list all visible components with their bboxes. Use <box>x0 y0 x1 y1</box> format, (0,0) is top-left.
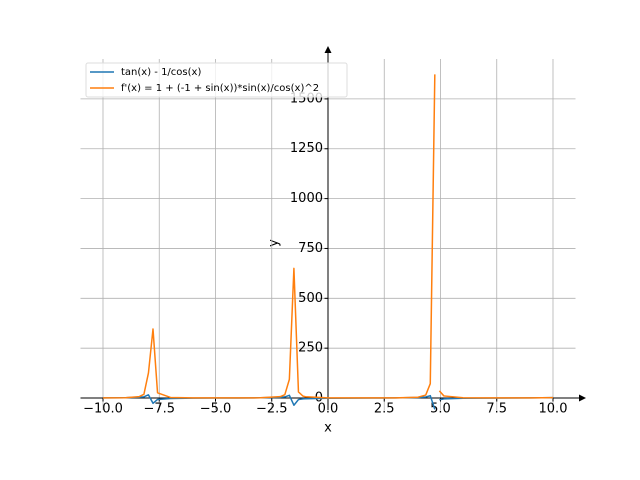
x-tick-label: −7.5 <box>143 402 175 417</box>
x-tick-label: −2.5 <box>256 402 288 417</box>
x-tick-label: 0.0 <box>318 402 339 417</box>
legend-label: tan(x) - 1/cos(x) <box>121 67 201 78</box>
x-axis-arrow <box>579 394 586 402</box>
y-tick-label: 250 <box>298 341 323 356</box>
legend: tan(x) - 1/cos(x) f'(x) = 1 + (-1 + sin(x… <box>85 62 348 98</box>
x-tick-label: 7.5 <box>486 402 507 417</box>
x-tick-label: −5.0 <box>200 402 232 417</box>
y-tick-label: 1000 <box>290 191 323 206</box>
legend-label: f'(x) = 1 + (-1 + sin(x))*sin(x)/cos(x)^… <box>121 83 319 94</box>
x-tick-label: 2.5 <box>374 402 395 417</box>
x-tick-label: 10.0 <box>539 402 568 417</box>
legend-box <box>85 62 348 98</box>
y-tick-label: 1250 <box>290 141 323 156</box>
y-axis-label: y <box>267 239 282 247</box>
y-axis-arrow <box>324 46 332 53</box>
y-tick-label: 750 <box>298 241 323 256</box>
x-axis-label: x <box>324 421 332 436</box>
series-line <box>102 74 554 399</box>
y-tick-label: 500 <box>298 291 323 306</box>
x-tick-label: 5.0 <box>430 402 451 417</box>
x-tick-label: −10.0 <box>83 402 123 417</box>
